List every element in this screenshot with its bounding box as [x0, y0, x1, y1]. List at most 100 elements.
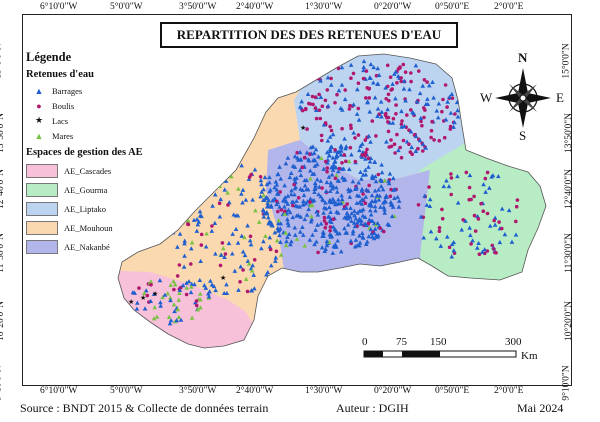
bouli-point — [485, 170, 490, 175]
mare-point — [152, 305, 158, 310]
barrage-point — [174, 220, 180, 225]
barrage-point — [313, 183, 318, 188]
barrage-point — [434, 108, 440, 113]
barrage-point — [267, 180, 272, 185]
barrage-point — [297, 149, 303, 155]
barrage-point — [387, 171, 393, 176]
barrage-point — [213, 287, 218, 293]
legend-item-label: Barrages — [52, 85, 83, 96]
bouli-point — [497, 220, 501, 224]
barrage-point — [393, 96, 398, 101]
mare-point — [142, 290, 147, 296]
bouli-point — [399, 122, 404, 127]
barrage-point — [349, 152, 354, 157]
barrage-point — [418, 115, 424, 120]
mare-point — [309, 213, 314, 219]
mare-point — [173, 198, 179, 203]
barrage-point — [276, 221, 281, 226]
triangle-icon: ▲ — [34, 130, 44, 141]
barrage-point — [267, 235, 273, 240]
north-label-n: N — [518, 50, 528, 65]
barrage-point — [490, 173, 496, 178]
barrage-point — [368, 139, 373, 144]
barrage-point — [157, 277, 163, 283]
bouli-point — [311, 102, 315, 107]
barrage-point — [304, 187, 309, 192]
bouli-point — [343, 88, 348, 92]
barrage-point — [334, 201, 340, 206]
lac-point: ★ — [152, 290, 158, 298]
bouli-point — [476, 217, 481, 221]
barrage-point — [298, 156, 304, 162]
bouli-point — [323, 121, 328, 125]
barrage-point — [307, 237, 313, 242]
barrage-point — [162, 292, 168, 297]
bouli-point — [394, 103, 398, 107]
bouli-point — [275, 199, 279, 204]
bouli-point — [409, 71, 413, 75]
barrage-point — [353, 216, 359, 221]
barrage-point — [343, 205, 349, 210]
barrage-point — [339, 82, 345, 87]
barrage-point — [235, 240, 241, 245]
bouli-point — [492, 218, 497, 223]
bouli-point — [419, 119, 423, 124]
barrage-point — [396, 204, 402, 209]
mare-point — [382, 178, 388, 183]
barrage-point — [324, 150, 330, 155]
mare-point — [191, 184, 196, 190]
barrage-point — [285, 193, 291, 198]
barrage-point — [203, 244, 209, 249]
barrage-point — [304, 150, 310, 155]
barrage-point — [182, 253, 187, 258]
barrage-point — [258, 178, 264, 183]
bouli-point — [194, 299, 199, 303]
barrage-point — [330, 186, 335, 191]
mare-point — [176, 297, 182, 302]
barrage-point — [261, 214, 267, 219]
bouli-point — [305, 127, 309, 131]
barrage-point — [480, 249, 485, 254]
bouli-point — [149, 283, 153, 287]
barrage-point — [290, 214, 296, 220]
barrage-point — [357, 147, 362, 153]
bouli-point — [325, 166, 330, 170]
barrage-point — [451, 248, 457, 253]
barrage-point — [310, 144, 316, 149]
barrage-point — [375, 81, 380, 86]
bouli-point — [364, 69, 369, 73]
barrage-point — [396, 147, 401, 153]
bouli-point — [387, 145, 392, 149]
barrage-point — [306, 206, 311, 212]
barrage-point — [321, 210, 326, 215]
lon-top-tick: 2°40'0"W — [236, 2, 274, 12]
bouli-point — [353, 159, 358, 164]
scale-bar — [363, 350, 517, 358]
barrage-point — [339, 65, 345, 70]
bouli-point — [440, 207, 444, 212]
bouli-point — [335, 92, 339, 97]
barrage-point — [328, 232, 334, 238]
barrage-point — [236, 287, 241, 292]
bouli-point — [437, 229, 442, 233]
legend-zone-label: AE_Nakanbé — [64, 241, 110, 252]
barrage-point — [371, 64, 376, 70]
barrage-point — [274, 182, 280, 187]
barrage-point — [380, 187, 386, 192]
mare-point — [189, 315, 195, 320]
bouli-point — [220, 241, 225, 245]
scale-unit: Km — [521, 350, 538, 362]
barrage-point — [373, 179, 379, 184]
bouli-point — [386, 129, 391, 134]
bouli-point — [322, 215, 327, 220]
barrage-point — [218, 196, 223, 202]
dot-icon: ● — [36, 100, 42, 111]
barrage-point — [404, 139, 410, 144]
barrage-point — [213, 251, 218, 256]
mare-point — [195, 307, 201, 312]
barrage-point — [324, 243, 330, 248]
bouli-point — [296, 196, 301, 200]
barrage-point — [277, 232, 282, 238]
barrage-point — [403, 98, 408, 103]
legend-zone-ae_nakanbé: AE_Nakanbé — [26, 237, 172, 256]
